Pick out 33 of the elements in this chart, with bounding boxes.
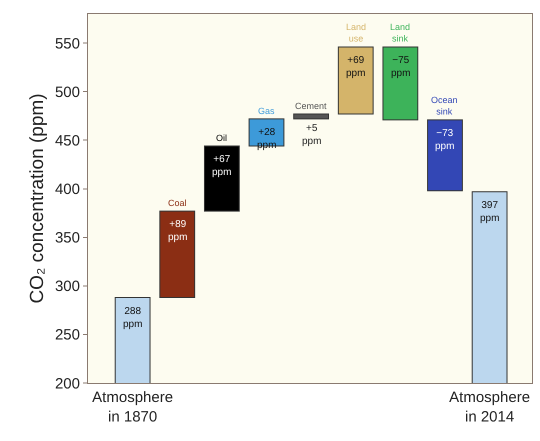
y-tick-label: 450: [54, 132, 80, 150]
data-label: +69 ppm: [346, 55, 366, 79]
y-tick-label: 500: [54, 84, 80, 101]
bar: [204, 146, 240, 212]
data-label: 288 ppm: [123, 306, 142, 330]
x-tick-label: Coal: [168, 198, 187, 208]
y-tick-label: 200: [54, 375, 80, 392]
bar: [338, 46, 374, 115]
y-tick-label: 250: [54, 326, 80, 344]
x-tick-label: Land use: [346, 22, 366, 44]
data-label: +67 ppm: [212, 154, 232, 178]
y-tick-label: 350: [54, 230, 80, 247]
data-label: −73 ppm: [435, 128, 454, 152]
x-tick-label: Gas: [258, 106, 276, 116]
bar: [427, 119, 463, 192]
data-label: +89 ppm: [168, 219, 188, 243]
bar: [382, 46, 418, 120]
y-tick-label: 400: [54, 181, 80, 198]
x-tick-label: Ocean sink: [431, 95, 458, 117]
x-tick-label: Land sink: [390, 22, 410, 44]
bar: [159, 210, 196, 298]
y-tick-label: 550: [54, 35, 80, 52]
bar: [293, 114, 330, 120]
y-axis-title: CO₂ concentration (ppm): [26, 93, 48, 304]
x-tick-label: Oil: [216, 133, 227, 143]
x-tick-label: Cement: [295, 101, 328, 111]
x-tick-label: Atmosphere in 2014: [449, 389, 530, 426]
y-tick-label: 300: [54, 278, 80, 296]
x-tick-label: Atmosphere in 1870: [92, 389, 174, 426]
data-label: 397 ppm: [480, 200, 500, 224]
data-label: +5 ppm: [302, 123, 322, 147]
data-label: −75 ppm: [391, 55, 410, 79]
data-label: +28 ppm: [257, 127, 276, 151]
